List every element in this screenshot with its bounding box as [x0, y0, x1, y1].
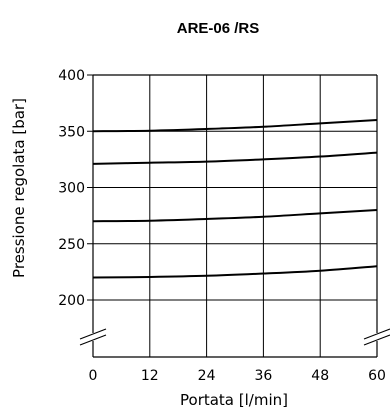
series-line-3	[92, 209, 378, 223]
x-tick-label: 36	[254, 368, 272, 384]
x-tick-label: 60	[368, 368, 386, 384]
grid	[93, 75, 377, 357]
y-tick-labels: 400 350 300 250 200	[58, 68, 85, 309]
y-tick-label: 250	[58, 237, 85, 253]
x-axis-label: Portata [l/min]	[180, 391, 288, 409]
x-tick-labels: 0 12 24 36 48 60	[89, 368, 386, 384]
series-line-4	[92, 265, 378, 279]
axis-break-mark-right	[363, 334, 390, 346]
series-lines	[92, 119, 378, 279]
y-tick-label: 200	[58, 293, 85, 309]
series-line-1	[92, 119, 378, 133]
y-axis-label: Pressione regolata [bar]	[10, 98, 28, 278]
axis-break-mark-right	[363, 328, 390, 340]
x-tick-label: 0	[89, 368, 98, 384]
x-tick-label: 24	[198, 368, 216, 384]
chart-title: ARE-06 /RS	[177, 20, 260, 37]
y-tick-label: 400	[58, 68, 85, 84]
series-line-2	[92, 151, 378, 165]
axis-break-mark-left	[79, 328, 107, 340]
y-tick-label: 350	[58, 124, 85, 140]
axis-break-mark-left	[79, 334, 107, 346]
y-tick-label: 300	[58, 181, 85, 197]
x-tick-label: 48	[311, 368, 329, 384]
axes	[79, 74, 390, 358]
x-tick-label: 12	[141, 368, 159, 384]
